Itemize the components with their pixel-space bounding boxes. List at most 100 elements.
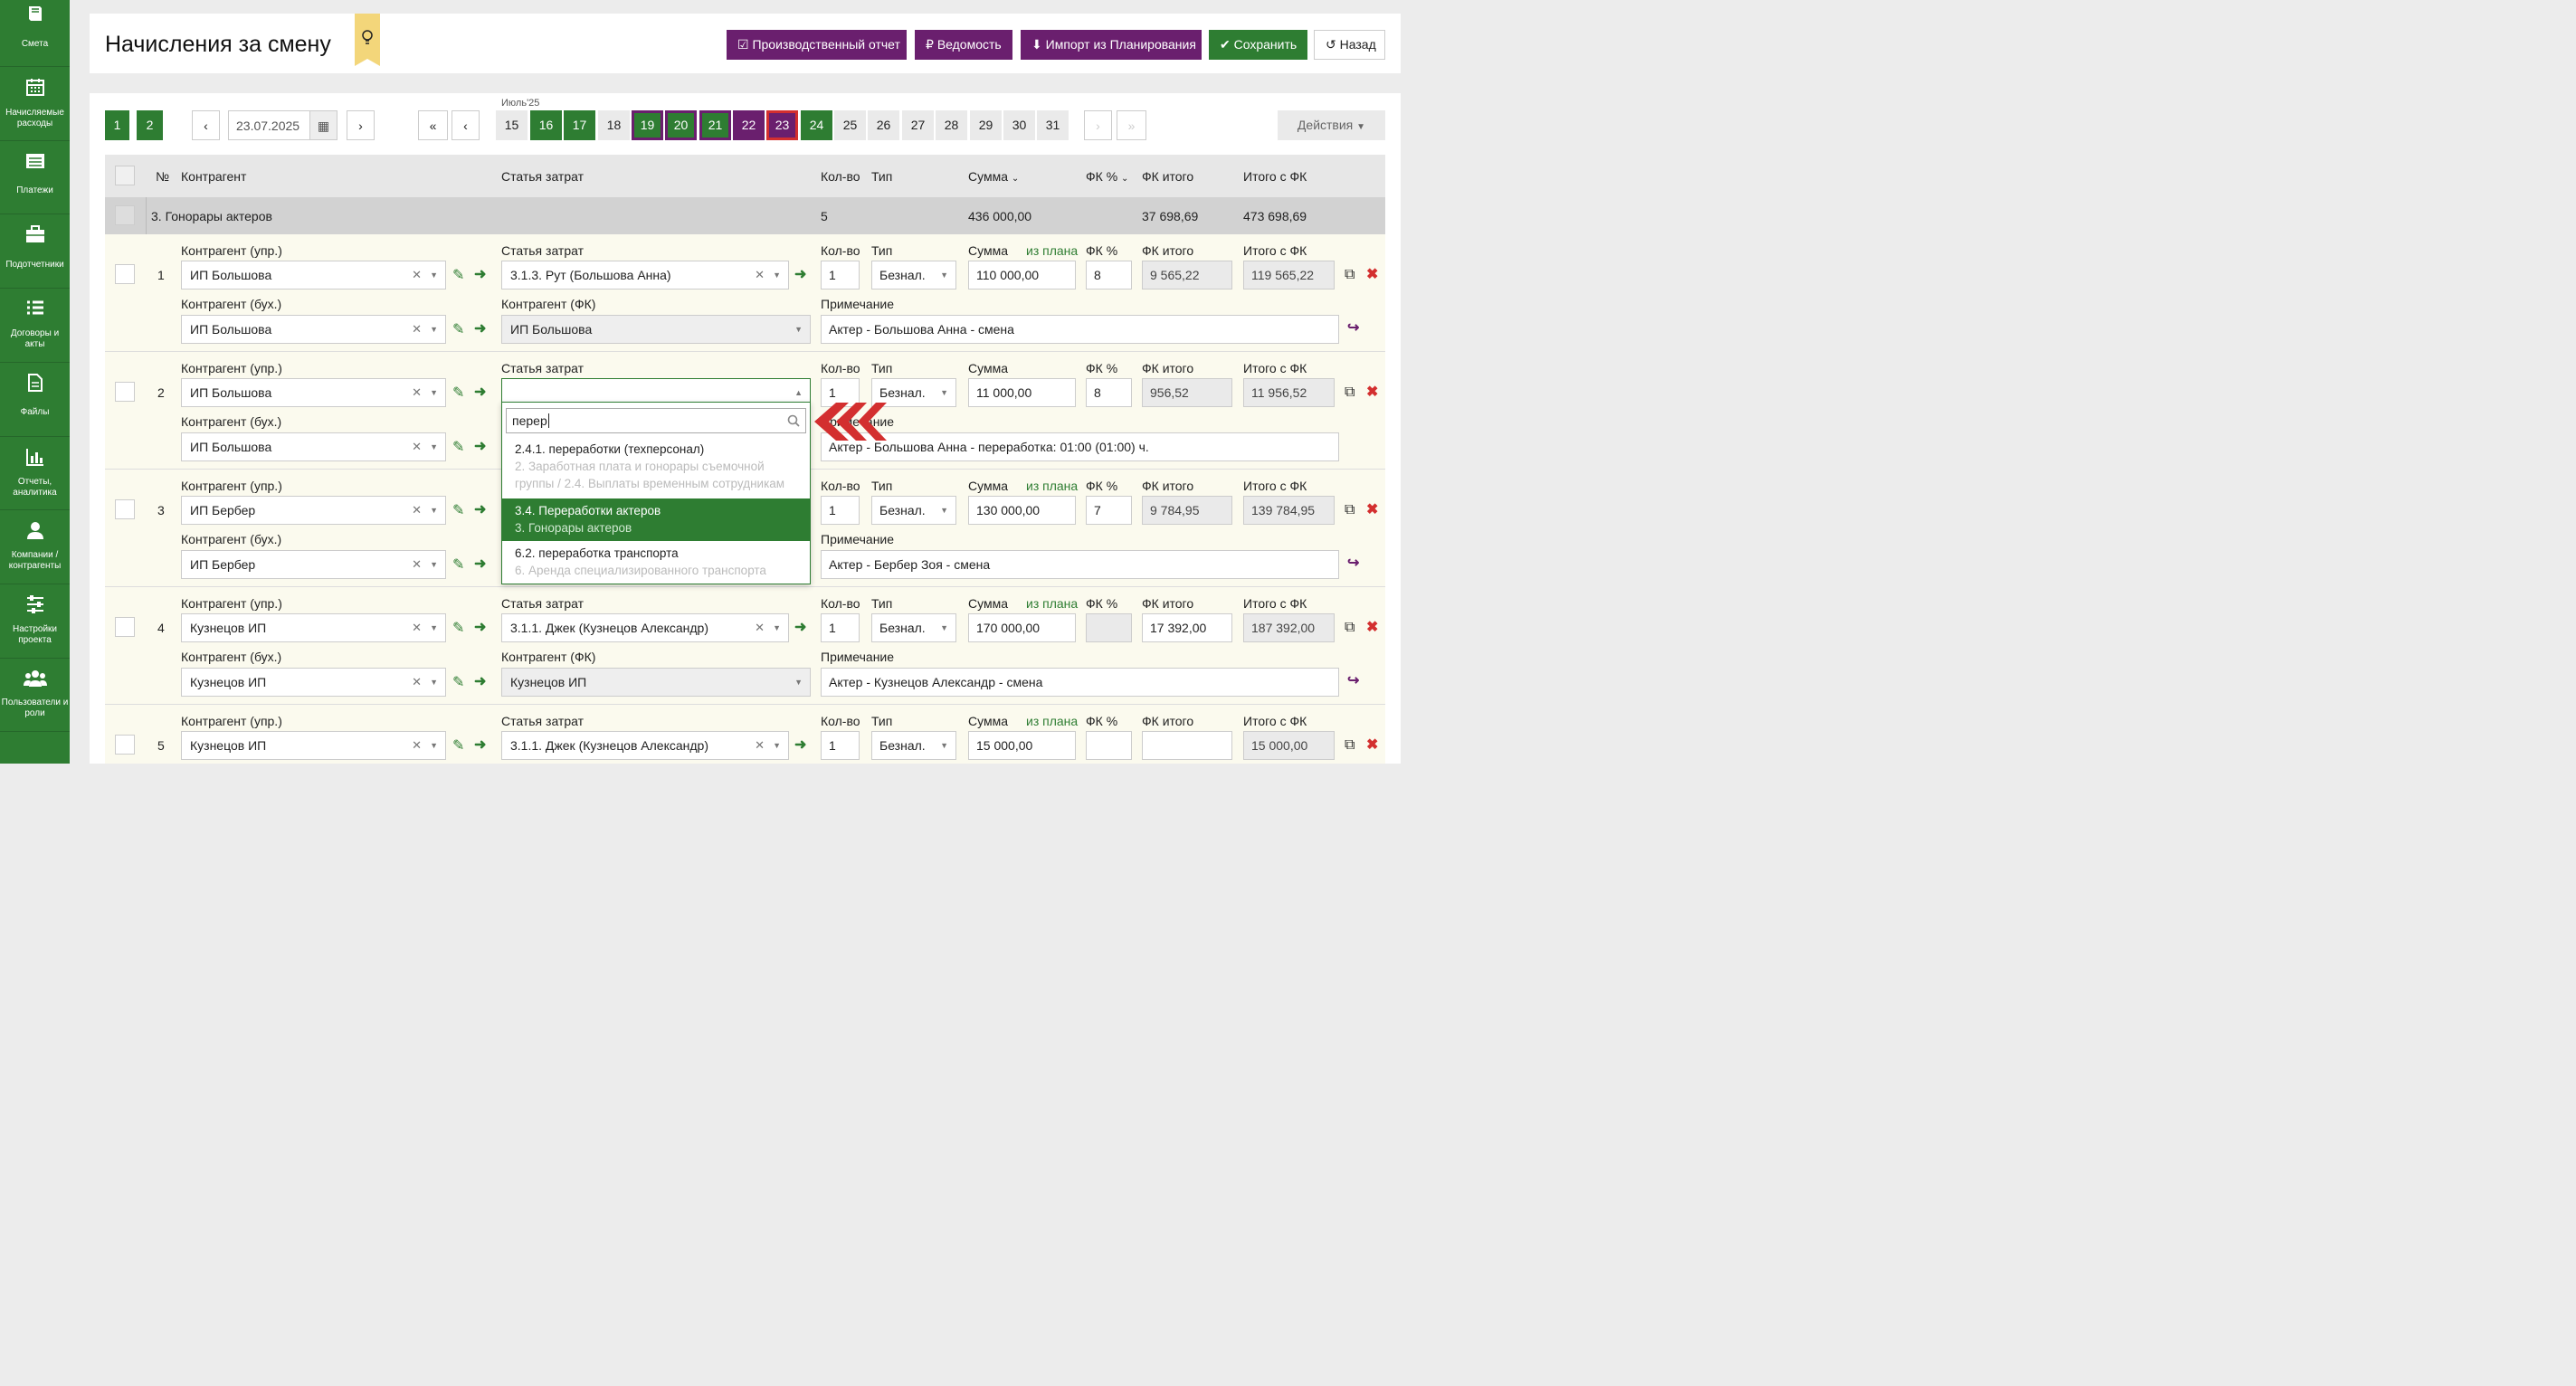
contractor-upr-select[interactable]: Кузнецов ИП ✕ ▼ bbox=[181, 613, 446, 642]
delete-icon[interactable]: ✖ bbox=[1366, 502, 1379, 517]
arrow-right-icon[interactable]: ➜ bbox=[794, 737, 807, 753]
sidebar-item-accountables[interactable]: Подотчетники bbox=[0, 215, 70, 289]
sidebar-item-estimate[interactable]: Смета bbox=[0, 0, 70, 67]
sidebar-item-companies[interactable]: Компании / контрагенты bbox=[0, 511, 70, 584]
delete-icon[interactable]: ✖ bbox=[1366, 737, 1379, 753]
clear-icon[interactable]: ✕ bbox=[412, 322, 422, 336]
fk-total-value[interactable]: 17 392,00 bbox=[1142, 613, 1232, 642]
arrow-right-icon[interactable]: ➜ bbox=[474, 556, 487, 572]
select-all-checkbox[interactable] bbox=[115, 166, 135, 185]
clear-icon[interactable]: ✕ bbox=[755, 268, 765, 281]
edit-icon[interactable]: ✎ bbox=[452, 322, 465, 337]
dropdown-search-input[interactable]: перер bbox=[506, 408, 806, 433]
copy-icon[interactable]: ⧉ bbox=[1345, 267, 1355, 282]
clear-icon[interactable]: ✕ bbox=[412, 503, 422, 517]
from-plan-link[interactable]: из плана bbox=[1026, 243, 1079, 258]
fk-input[interactable]: 8 bbox=[1086, 378, 1132, 407]
clear-icon[interactable]: ✕ bbox=[412, 385, 422, 399]
contractor-upr-select[interactable]: Кузнецов ИП ✕ ▼ bbox=[181, 731, 446, 760]
fk-input[interactable] bbox=[1086, 613, 1132, 642]
day-22[interactable]: 22 bbox=[733, 110, 765, 140]
contractor-buh-select[interactable]: Кузнецов ИП ✕ ▼ bbox=[181, 668, 446, 697]
delete-icon[interactable]: ✖ bbox=[1366, 267, 1379, 282]
from-plan-link[interactable]: из плана bbox=[1026, 479, 1079, 493]
next-week-button[interactable]: › bbox=[1084, 110, 1112, 140]
arrow-right-icon[interactable]: ➜ bbox=[474, 620, 487, 635]
cost-select[interactable]: 3.1.1. Джек (Кузнецов Александр) ✕ ▼ bbox=[501, 613, 789, 642]
edit-icon[interactable]: ✎ bbox=[452, 268, 465, 283]
fk-total-value[interactable] bbox=[1142, 731, 1232, 760]
contractor-buh-select[interactable]: ИП Большова ✕ ▼ bbox=[181, 432, 446, 461]
edit-icon[interactable]: ✎ bbox=[452, 738, 465, 754]
dropdown-option[interactable]: 2.4.1. переработки (техперсонал) 2. Зара… bbox=[502, 441, 810, 492]
copy-icon[interactable]: ⧉ bbox=[1345, 737, 1355, 753]
type-select[interactable]: Безнал. ▼ bbox=[871, 261, 956, 290]
contractor-upr-select[interactable]: ИП Бербер ✕ ▼ bbox=[181, 496, 446, 525]
date-input[interactable]: 23.07.2025 ▦ bbox=[228, 110, 337, 140]
note-input[interactable]: Актер - Кузнецов Александр - смена bbox=[821, 668, 1339, 697]
edit-icon[interactable]: ✎ bbox=[452, 385, 465, 401]
group-checkbox[interactable] bbox=[115, 205, 135, 225]
save-button[interactable]: ✔ Сохранить bbox=[1209, 30, 1307, 60]
sidebar-item-users[interactable]: Пользователи и роли bbox=[0, 660, 70, 732]
clear-icon[interactable]: ✕ bbox=[412, 738, 422, 752]
page-2-button[interactable]: 2 bbox=[137, 110, 163, 140]
contractor-buh-select[interactable]: ИП Большова ✕ ▼ bbox=[181, 315, 446, 344]
day-18[interactable]: 18 bbox=[598, 110, 630, 140]
qty-input[interactable]: 1 bbox=[821, 613, 860, 642]
delete-icon[interactable]: ✖ bbox=[1366, 620, 1379, 635]
sum-input[interactable]: 110 000,00 bbox=[968, 261, 1076, 290]
arrow-right-icon[interactable]: ➜ bbox=[474, 737, 487, 753]
fk-input[interactable]: 8 bbox=[1086, 261, 1132, 290]
arrow-right-icon[interactable]: ➜ bbox=[474, 384, 487, 400]
sidebar-item-payments[interactable]: Платежи bbox=[0, 142, 70, 214]
row-checkbox[interactable] bbox=[115, 382, 135, 402]
calendar-icon[interactable]: ▦ bbox=[309, 111, 337, 139]
clear-icon[interactable]: ✕ bbox=[412, 268, 422, 281]
sum-input[interactable]: 15 000,00 bbox=[968, 731, 1076, 760]
type-select[interactable]: Безнал. ▼ bbox=[871, 378, 956, 407]
type-select[interactable]: Безнал. ▼ bbox=[871, 613, 956, 642]
clear-icon[interactable]: ✕ bbox=[412, 440, 422, 453]
note-input[interactable]: Актер - Большова Анна - смена bbox=[821, 315, 1339, 344]
sum-input[interactable]: 11 000,00 bbox=[968, 378, 1076, 407]
day-16[interactable]: 16 bbox=[530, 110, 562, 140]
qty-input[interactable]: 1 bbox=[821, 731, 860, 760]
row-checkbox[interactable] bbox=[115, 264, 135, 284]
arrow-right-icon[interactable]: ➜ bbox=[474, 502, 487, 517]
clear-icon[interactable]: ✕ bbox=[412, 557, 422, 571]
day-17[interactable]: 17 bbox=[564, 110, 595, 140]
fk-input[interactable]: 7 bbox=[1086, 496, 1132, 525]
arrow-right-icon[interactable]: ➜ bbox=[474, 321, 487, 337]
day-23[interactable]: 23 bbox=[766, 110, 798, 140]
row-checkbox[interactable] bbox=[115, 735, 135, 755]
prev-week-button[interactable]: ‹ bbox=[452, 110, 480, 140]
sidebar-item-files[interactable]: Файлы bbox=[0, 364, 70, 437]
row-checkbox[interactable] bbox=[115, 499, 135, 519]
production-report-button[interactable]: ☑ Производственный отчет bbox=[727, 30, 907, 60]
qty-input[interactable]: 1 bbox=[821, 378, 860, 407]
sidebar-item-settings[interactable]: Настройки проекта bbox=[0, 585, 70, 659]
day-20[interactable]: 20 bbox=[665, 110, 697, 140]
share-icon[interactable]: ↪ bbox=[1347, 673, 1360, 688]
import-planning-button[interactable]: ⬇ Импорт из Планирования bbox=[1021, 30, 1202, 60]
day-15[interactable]: 15 bbox=[496, 110, 528, 140]
edit-icon[interactable]: ✎ bbox=[452, 503, 465, 518]
sum-input[interactable]: 130 000,00 bbox=[968, 496, 1076, 525]
sidebar-item-reports[interactable]: Отчеты, аналитика bbox=[0, 438, 70, 510]
row-checkbox[interactable] bbox=[115, 617, 135, 637]
fk-input[interactable] bbox=[1086, 731, 1132, 760]
contractor-upr-select[interactable]: ИП Большова ✕ ▼ bbox=[181, 378, 446, 407]
hint-bookmark[interactable] bbox=[355, 14, 380, 66]
edit-icon[interactable]: ✎ bbox=[452, 440, 465, 455]
arrow-right-icon[interactable]: ➜ bbox=[794, 267, 807, 282]
clear-icon[interactable]: ✕ bbox=[755, 738, 765, 752]
header-fk[interactable]: ФК % ⌄ bbox=[1086, 169, 1128, 184]
arrow-right-icon[interactable]: ➜ bbox=[474, 267, 487, 282]
dropdown-option-highlighted[interactable]: 3.4. Переработки актеров 3. Гонорары акт… bbox=[502, 498, 810, 541]
qty-input[interactable]: 1 bbox=[821, 261, 860, 290]
day-24[interactable]: 24 bbox=[801, 110, 832, 140]
qty-input[interactable]: 1 bbox=[821, 496, 860, 525]
dropdown-option[interactable]: 6.2. переработка транспорта 6. Аренда сп… bbox=[502, 545, 810, 579]
last-button[interactable]: » bbox=[1117, 110, 1146, 140]
